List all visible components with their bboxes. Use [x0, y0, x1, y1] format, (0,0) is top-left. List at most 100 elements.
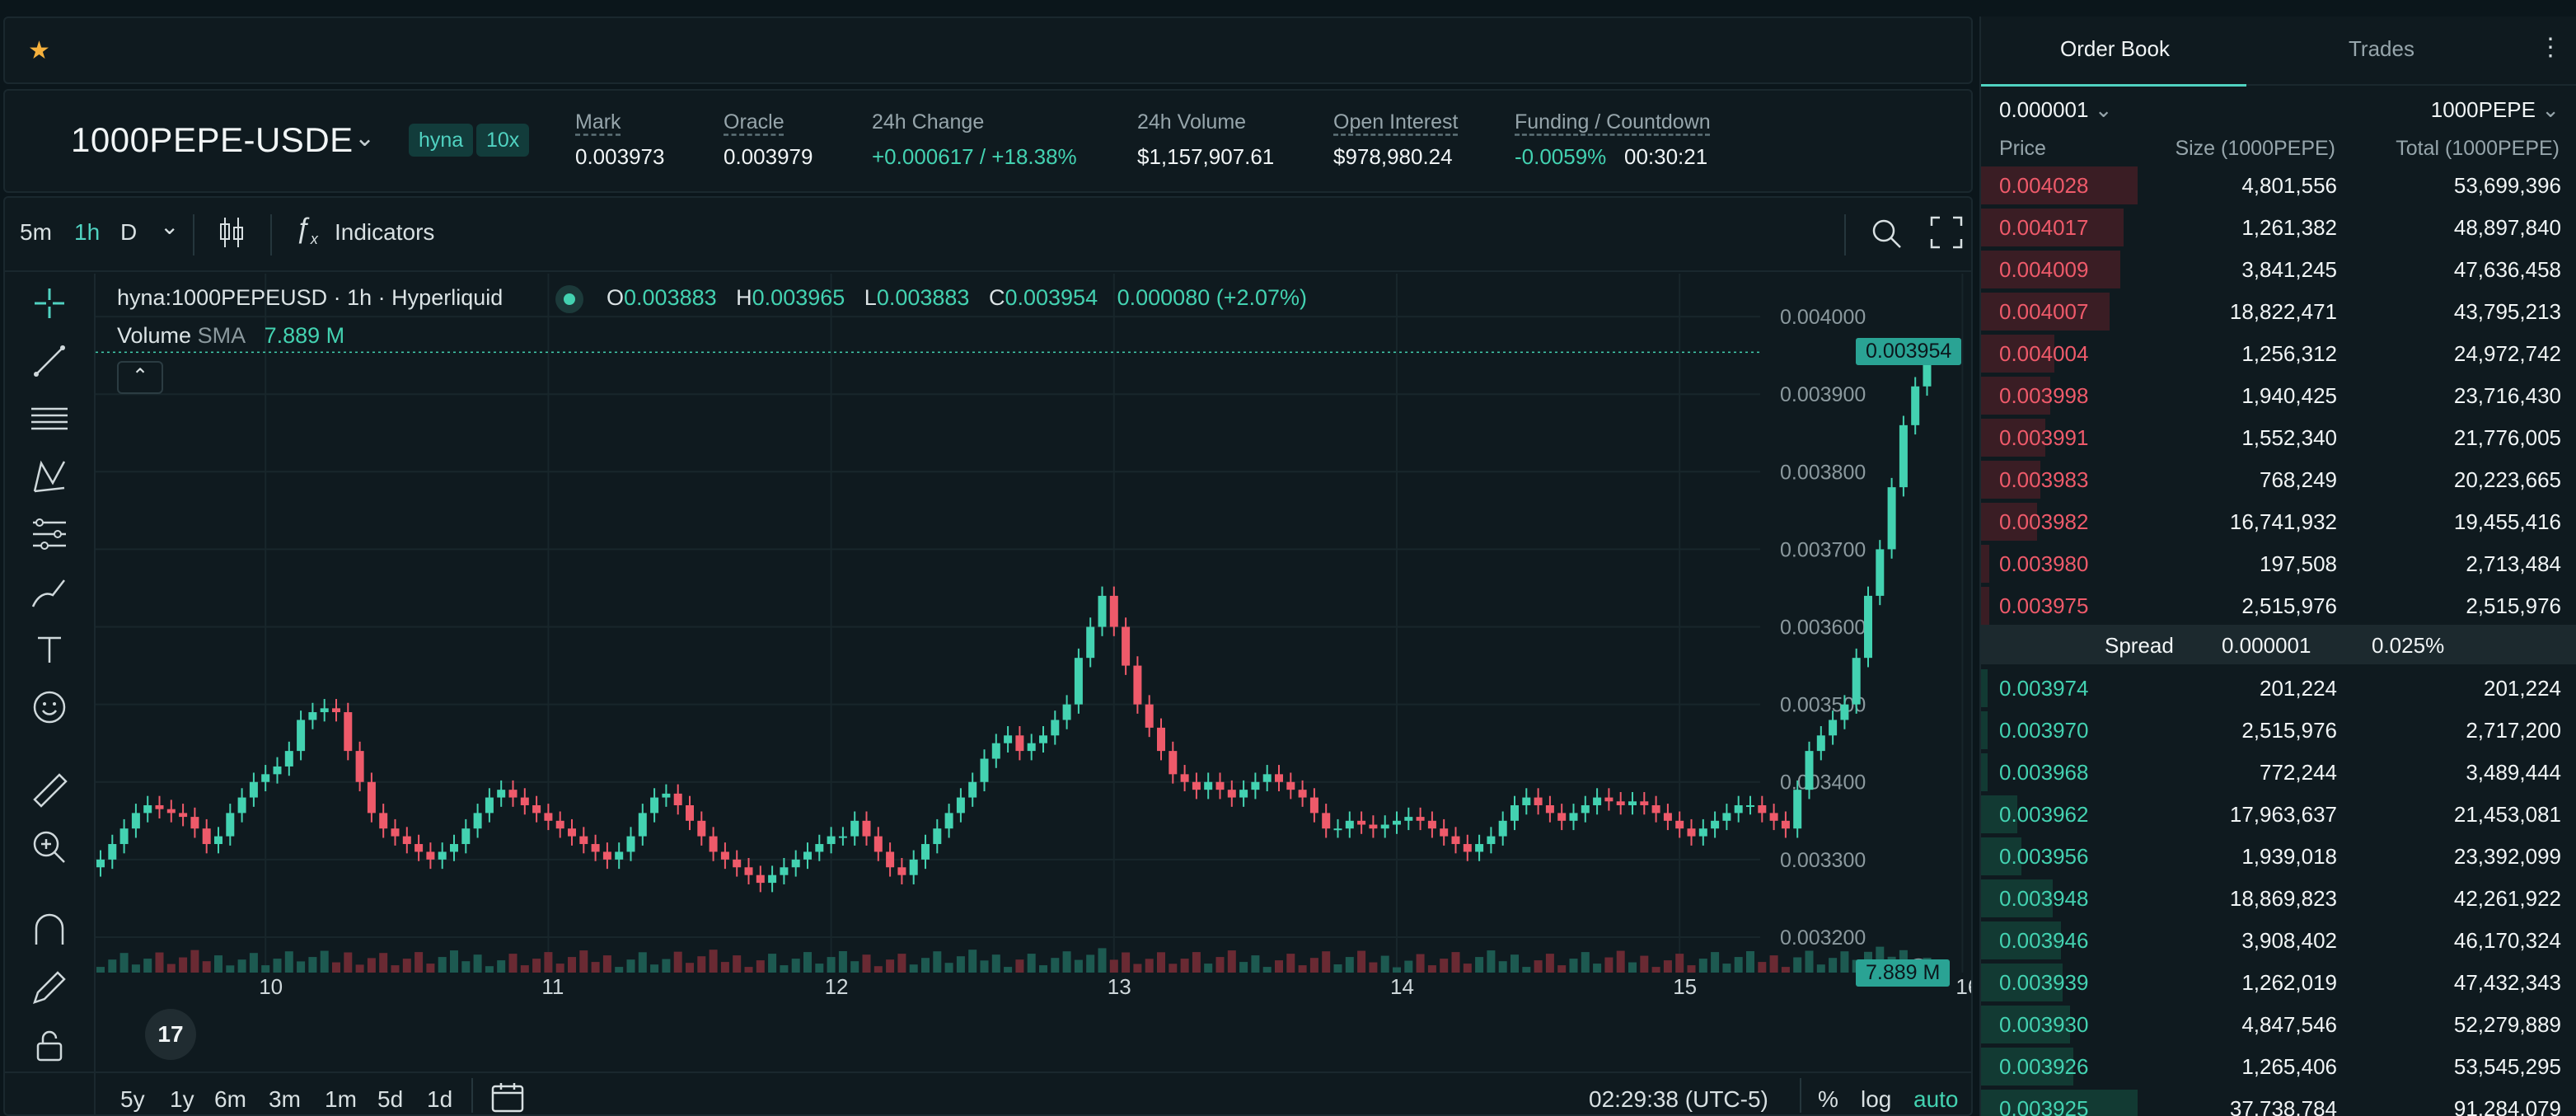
price-chart[interactable]: 0.004000 0.003900 0.003800 0.003700 0.003600… — [96, 274, 1973, 1060]
ask-row[interactable]: 0.003980 197,508 2,713,484 — [1981, 543, 2576, 584]
ask-row[interactable]: 0.003982 16,741,932 19,455,416 — [1981, 501, 2576, 542]
range-3m[interactable]: 3m — [269, 1086, 301, 1112]
chevron-down-icon[interactable]: ⌄ — [354, 124, 376, 152]
bid-row[interactable]: 0.003925 37,738,784 91,284,079 — [1981, 1088, 2576, 1116]
tab-order-book[interactable]: Order Book — [2060, 36, 2170, 61]
star-icon[interactable]: ★ — [28, 37, 50, 64]
candle — [1722, 813, 1731, 821]
collapse-legend-button[interactable]: ⌃ — [117, 361, 163, 394]
bid-size: 2,515,976 — [2241, 718, 2337, 743]
prediction-icon[interactable] — [28, 513, 71, 556]
bid-size: 17,963,637 — [2229, 802, 2337, 827]
volume-bar — [284, 951, 293, 973]
tradingview-logo[interactable]: 17 — [145, 1009, 196, 1060]
text-icon[interactable] — [28, 628, 71, 671]
interval-1h[interactable]: 1h — [74, 219, 101, 245]
leverage-badge[interactable]: 10x — [476, 124, 530, 157]
candle — [733, 859, 742, 868]
volume-bar — [544, 952, 553, 973]
candle — [602, 851, 611, 860]
quick-search-icon[interactable] — [1869, 216, 1904, 256]
ask-row[interactable]: 0.003983 768,249 20,223,665 — [1981, 459, 2576, 500]
bid-row[interactable]: 0.003930 4,847,546 52,279,889 — [1981, 1004, 2576, 1045]
ask-row[interactable]: 0.003991 1,552,340 21,776,005 — [1981, 417, 2576, 458]
interval-5m[interactable]: 5m — [20, 219, 52, 245]
bid-row[interactable]: 0.003962 17,963,637 21,453,081 — [1981, 794, 2576, 835]
pattern-icon[interactable] — [28, 455, 71, 498]
bid-row[interactable]: 0.003956 1,939,018 23,392,099 — [1981, 836, 2576, 877]
tick-size-select[interactable]: 0.000001 ⌄ — [1999, 97, 2113, 122]
candle — [1487, 836, 1496, 845]
range-6m[interactable]: 6m — [214, 1086, 246, 1112]
clock-time[interactable]: 02:29:38 (UTC-5) — [1589, 1086, 1768, 1112]
unit-select[interactable]: 1000PEPE ⌄ — [2430, 97, 2560, 122]
candle-style-icon[interactable] — [218, 216, 246, 255]
tab-trades[interactable]: Trades — [2349, 36, 2414, 61]
volume-bar — [367, 958, 376, 973]
emoji-icon[interactable] — [28, 686, 71, 729]
ruler-icon[interactable] — [28, 768, 71, 811]
ask-price: 0.004004 — [1999, 341, 2089, 366]
candle — [1416, 817, 1425, 821]
bid-row[interactable]: 0.003968 772,244 3,489,444 — [1981, 752, 2576, 793]
ask-row[interactable]: 0.003975 2,515,976 2,515,976 — [1981, 585, 2576, 626]
x-tick-label: 10 — [259, 974, 283, 999]
ask-row[interactable]: 0.004028 4,801,556 53,699,396 — [1981, 165, 2576, 206]
indicators-button[interactable]: Indicators — [335, 219, 435, 245]
ask-row[interactable]: 0.004009 3,841,245 47,636,458 — [1981, 249, 2576, 290]
ask-row[interactable]: 0.004017 1,261,382 48,897,840 — [1981, 207, 2576, 248]
ask-total: 2,515,976 — [2466, 593, 2561, 618]
symbol-title[interactable]: 1000PEPE-USDE — [71, 120, 354, 159]
candle — [791, 859, 800, 868]
candle — [1899, 424, 1908, 488]
ask-depth-bar — [1981, 251, 2121, 288]
bid-row[interactable]: 0.003948 18,869,823 42,261,922 — [1981, 878, 2576, 919]
auto-toggle[interactable]: auto — [1913, 1086, 1959, 1112]
range-5d[interactable]: 5d — [377, 1086, 404, 1112]
ask-row[interactable]: 0.004004 1,256,312 24,972,742 — [1981, 333, 2576, 374]
volume-bar — [1062, 951, 1071, 973]
candle — [626, 836, 635, 852]
range-1m[interactable]: 1m — [325, 1086, 357, 1112]
range-1y[interactable]: 1y — [170, 1086, 194, 1112]
lock-icon[interactable] — [28, 1024, 71, 1067]
brush-icon[interactable] — [28, 570, 71, 613]
percent-toggle[interactable]: % — [1818, 1086, 1838, 1112]
range-1d[interactable]: 1d — [427, 1086, 453, 1112]
bid-size: 201,224 — [2260, 676, 2337, 701]
range-5y[interactable]: 5y — [120, 1086, 145, 1112]
bid-row[interactable]: 0.003974 201,224 201,224 — [1981, 668, 2576, 709]
fib-retracement-icon[interactable] — [28, 397, 71, 440]
bid-price: 0.003974 — [1999, 676, 2089, 701]
trend-line-icon[interactable] — [28, 340, 71, 382]
volume-bar — [650, 964, 659, 973]
last-price-tag: 0.003954 — [1856, 338, 1962, 366]
candle — [1322, 813, 1331, 829]
volume-bar — [850, 961, 859, 973]
ask-row[interactable]: 0.003998 1,940,425 23,716,430 — [1981, 375, 2576, 416]
fullscreen-icon[interactable] — [1930, 216, 1963, 255]
candle — [897, 867, 906, 875]
more-options-icon[interactable]: ⋮ — [2538, 34, 2563, 61]
magnet-icon[interactable] — [28, 908, 71, 951]
interval-d[interactable]: D — [120, 219, 138, 245]
chevron-down-icon[interactable]: ⌄ — [160, 213, 180, 239]
bid-row[interactable]: 0.003926 1,265,406 53,545,295 — [1981, 1046, 2576, 1087]
ask-row[interactable]: 0.004007 18,822,471 43,795,213 — [1981, 291, 2576, 332]
volume-bar — [1604, 957, 1614, 973]
bid-row[interactable]: 0.003939 1,262,019 47,432,343 — [1981, 962, 2576, 1003]
volume-bar — [638, 952, 647, 973]
zoom-in-icon[interactable] — [28, 826, 71, 869]
log-toggle[interactable]: log — [1861, 1086, 1892, 1112]
candlestick-chart[interactable]: 0.004000 0.003900 0.003800 0.003700 0.003600… — [96, 274, 1973, 1020]
candle — [1239, 790, 1248, 798]
volume-bar — [402, 959, 411, 973]
bid-row[interactable]: 0.003970 2,515,976 2,717,200 — [1981, 710, 2576, 751]
crosshair-icon[interactable] — [28, 282, 71, 325]
calendar-icon[interactable] — [491, 1081, 524, 1114]
bid-row[interactable]: 0.003946 3,908,402 46,170,324 — [1981, 920, 2576, 961]
candle — [1215, 781, 1225, 790]
pencil-lock-icon[interactable] — [28, 966, 71, 1009]
function-icon[interactable]: ƒx — [295, 213, 318, 247]
volume-bar — [473, 954, 482, 973]
